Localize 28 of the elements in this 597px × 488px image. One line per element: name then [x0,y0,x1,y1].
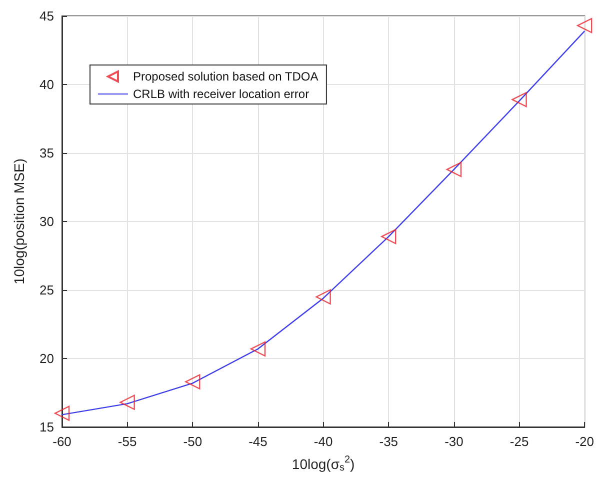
y-axis-title: 10log(position MSE) [11,158,27,285]
point [381,228,396,244]
x-tick-label: -35 [379,434,398,449]
point [577,18,592,34]
legend-label: CRLB with receiver location error [133,87,310,101]
y-tick-label: 25 [40,282,54,298]
point [120,394,135,410]
x-tick-label: -25 [510,434,529,449]
point [54,406,70,421]
y-tick-label: 30 [40,214,54,229]
x-tick-label: -55 [118,434,137,449]
y-tick-label: 15 [40,420,54,434]
x-tick-label: -50 [183,434,202,449]
point [185,374,200,390]
y-tick-label: 35 [40,146,54,160]
y-tick-label: 45 [40,8,54,24]
point [512,92,527,108]
y-tick-label: 40 [40,77,54,92]
y-tick-label: 20 [40,351,54,366]
x-tick-label: -45 [248,434,268,449]
point [446,162,462,178]
x-tick-label: -60 [52,434,72,449]
legend-label: Proposed solution based on TDOA [133,70,318,84]
point [316,289,331,304]
x-tick-label: -30 [444,434,464,449]
point [250,341,266,357]
x-tick-label: -40 [314,434,333,449]
x-tick-label: -20 [575,434,594,449]
